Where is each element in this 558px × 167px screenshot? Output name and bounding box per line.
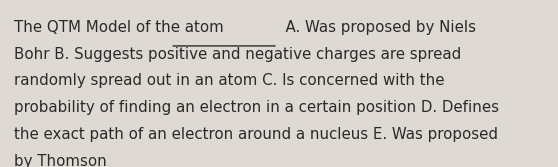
Text: Bohr B. Suggests positive and negative charges are spread: Bohr B. Suggests positive and negative c… <box>14 47 461 62</box>
Text: probability of finding an electron in a certain position D. Defines: probability of finding an electron in a … <box>14 100 499 115</box>
Text: The QTM Model of the atom             A. Was proposed by Niels: The QTM Model of the atom A. Was propose… <box>14 20 476 35</box>
Text: by Thomson: by Thomson <box>14 154 107 167</box>
Text: the exact path of an electron around a nucleus E. Was proposed: the exact path of an electron around a n… <box>14 127 498 142</box>
Text: randomly spread out in an atom C. Is concerned with the: randomly spread out in an atom C. Is con… <box>14 73 445 89</box>
